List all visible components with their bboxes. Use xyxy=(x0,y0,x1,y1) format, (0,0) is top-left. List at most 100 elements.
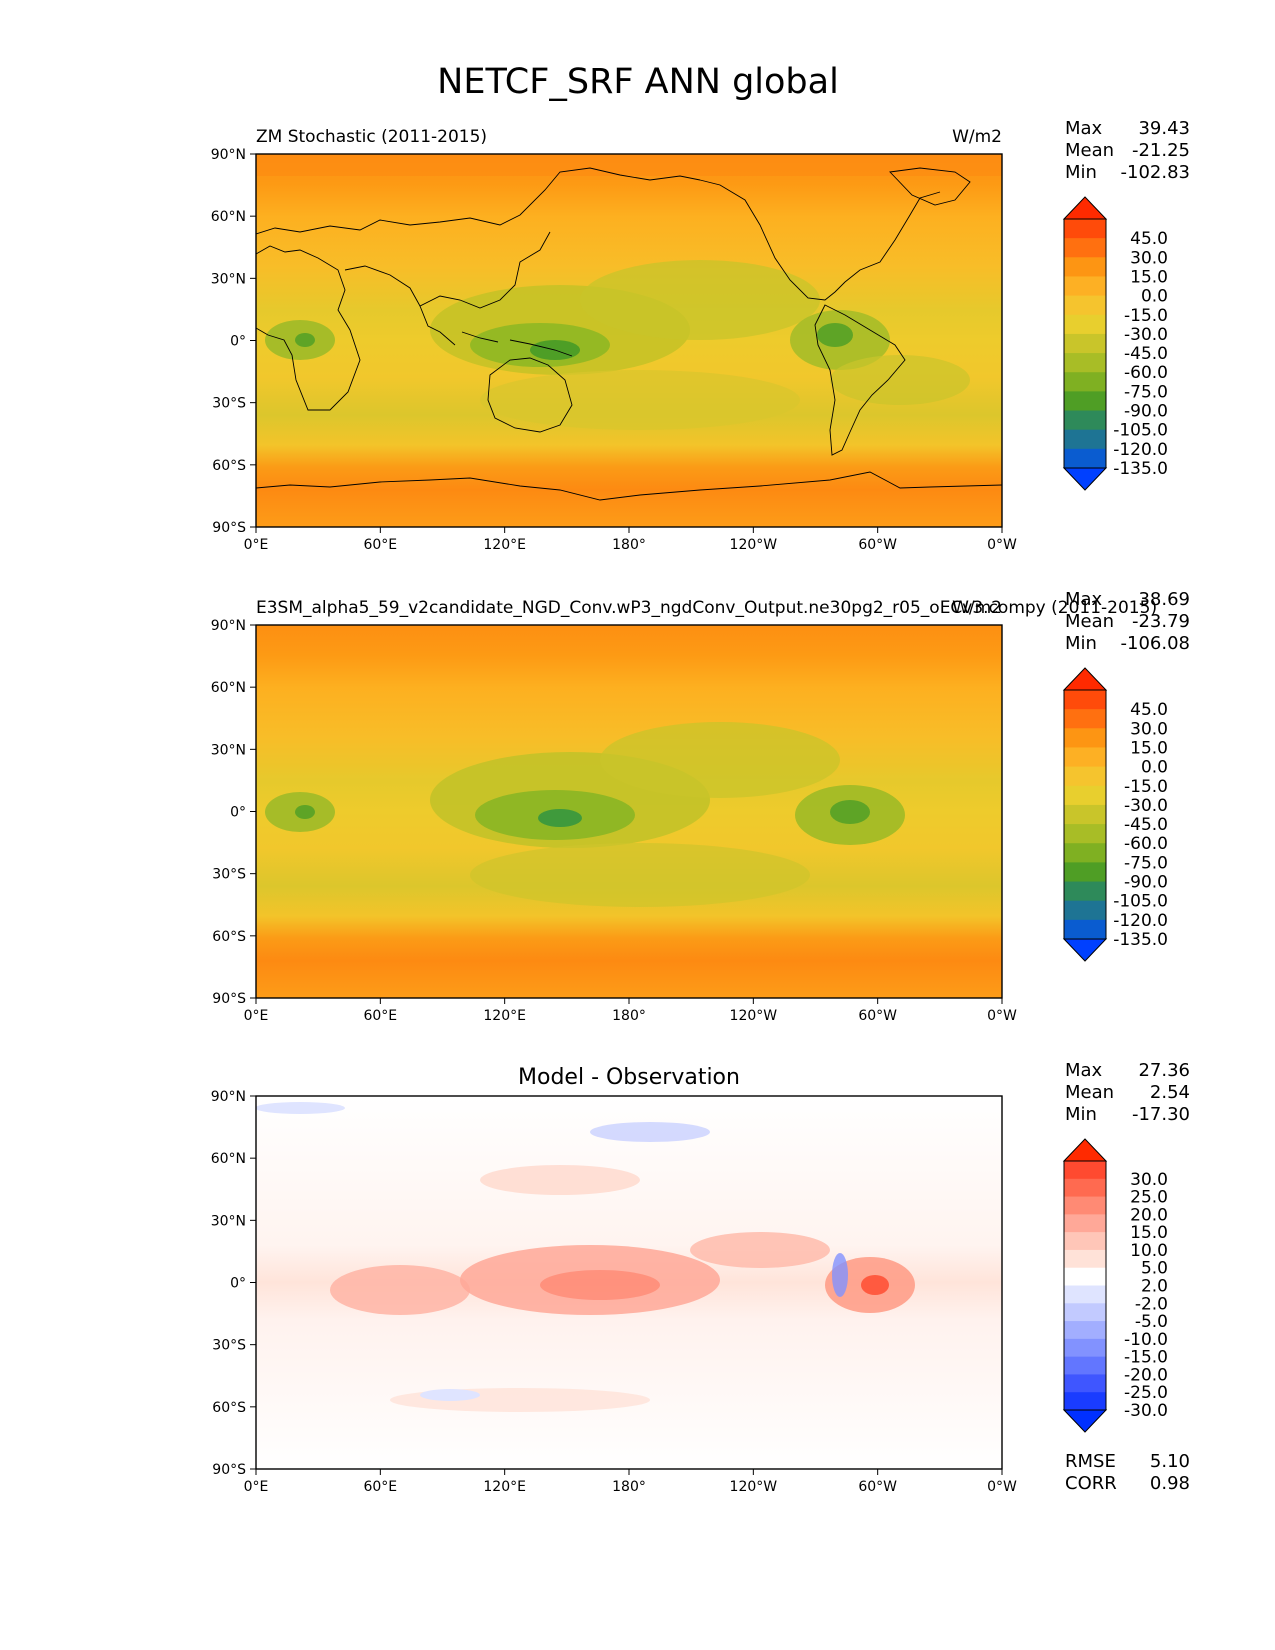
lat-tick-label: 60°N xyxy=(211,680,246,696)
colorbar-segment xyxy=(1064,257,1106,277)
stat-value: 2.54 xyxy=(1150,1082,1190,1103)
map-field xyxy=(256,1096,1002,1469)
stat-label: Min xyxy=(1065,633,1097,654)
stat-value: -106.08 xyxy=(1121,633,1190,654)
colorbar-segment xyxy=(1064,1161,1106,1180)
colorbar-segment xyxy=(1064,1392,1106,1411)
colorbar-segment xyxy=(1064,1214,1106,1233)
colorbar-segment xyxy=(1064,1232,1106,1251)
colorbar-extend-top xyxy=(1062,667,1108,691)
colorbar-level-label: 0.0 xyxy=(1141,758,1168,778)
lon-tick-label: 0°E xyxy=(244,1479,269,1495)
panel-title-right: W/m2 xyxy=(952,598,1002,618)
stat-value: 39.43 xyxy=(1138,118,1190,139)
colorbar-level-label: -45.0 xyxy=(1124,815,1168,835)
lon-tick-label: 0°W xyxy=(987,1479,1017,1495)
colorbar-segment xyxy=(1064,1249,1106,1269)
colorbar-level-label: -60.0 xyxy=(1124,834,1168,854)
colorbar-level-label: -75.0 xyxy=(1124,382,1168,402)
lat-tick-label: 30°S xyxy=(212,1338,246,1354)
lon-tick-label: 60°W xyxy=(858,537,897,553)
colorbar-segment xyxy=(1064,333,1106,354)
lat-tick-label: 60°S xyxy=(212,458,246,474)
stat-label: Mean xyxy=(1065,611,1114,632)
panel-difference xyxy=(256,1096,1002,1469)
colorbar-segment xyxy=(1064,881,1106,902)
lon-tick-label: 60°E xyxy=(363,537,397,553)
lon-tick-label: 60°W xyxy=(858,1479,897,1495)
lon-tick-label: 180° xyxy=(612,537,646,553)
lat-tick-label: 60°S xyxy=(212,1400,246,1416)
colorbar-level-label: -20.0 xyxy=(1124,1365,1168,1385)
metric-value: 5.10 xyxy=(1150,1451,1190,1472)
colorbar-segment xyxy=(1064,919,1106,940)
colorbar-segment xyxy=(1064,276,1106,297)
colorbar-level-label: 2.0 xyxy=(1141,1277,1168,1297)
colorbar-level-label: -15.0 xyxy=(1124,777,1168,797)
colorbar-segment xyxy=(1064,1356,1106,1375)
lon-tick-label: 180° xyxy=(612,1008,646,1024)
colorbar-segment xyxy=(1064,843,1106,863)
lat-tick-label: 30°N xyxy=(211,271,246,287)
stat-value: -17.30 xyxy=(1132,1104,1190,1125)
colorbar-level-label: -45.0 xyxy=(1124,344,1168,364)
colorbar-level-label: -30.0 xyxy=(1124,796,1168,816)
stat-value: -21.25 xyxy=(1132,140,1190,161)
panel-axes-0: 90°N 60°N 30°N 0° 30°S 60°S 90°S0°E 60°E 120°E 18… xyxy=(211,118,1190,553)
colorbar-level-label: 5.0 xyxy=(1141,1259,1168,1279)
lat-tick-label: 90°S xyxy=(212,520,246,536)
colorbar-frame xyxy=(1063,1160,1107,1411)
colorbar-segment xyxy=(1064,766,1106,787)
colorbar-level-label: 20.0 xyxy=(1130,1205,1168,1225)
stat-label: Max xyxy=(1065,118,1103,139)
panel-title-right: W/m2 xyxy=(952,127,1002,147)
colorbar-segment xyxy=(1064,429,1106,450)
map-field xyxy=(256,154,1002,527)
lon-tick-label: 0°W xyxy=(987,1008,1017,1024)
lon-tick-label: 0°E xyxy=(244,537,269,553)
colorbar-level-label: -135.0 xyxy=(1113,459,1168,479)
colorbar-level-label: -105.0 xyxy=(1113,421,1168,441)
colorbar-level-label: 45.0 xyxy=(1130,229,1168,249)
colorbar-level-label: -25.0 xyxy=(1124,1383,1168,1403)
colorbar-segment xyxy=(1064,804,1106,825)
colorbar-segment xyxy=(1064,391,1106,412)
colorbar-segment xyxy=(1064,900,1106,921)
colorbar-segment xyxy=(1064,747,1106,768)
colorbar-level-label: 30.0 xyxy=(1130,248,1168,268)
colorbar-frame xyxy=(1063,689,1107,940)
stat-value: 27.36 xyxy=(1138,1060,1190,1081)
colorbar-segment xyxy=(1064,314,1106,335)
lat-tick-label: 90°S xyxy=(212,991,246,1007)
lon-tick-label: 0°E xyxy=(244,1008,269,1024)
colorbar-segment xyxy=(1064,1178,1106,1198)
lon-tick-label: 120°W xyxy=(730,1479,778,1495)
colorbar-segment xyxy=(1064,448,1106,469)
colorbar-segment xyxy=(1064,1196,1106,1215)
stat-value: -23.79 xyxy=(1132,611,1190,632)
colorbar-segment xyxy=(1064,1321,1106,1340)
colorbar: 45.030.015.00.0-15.0-30.0-45.0-60.0-75.0… xyxy=(1062,196,1168,491)
colorbar-level-label: -75.0 xyxy=(1124,853,1168,873)
colorbar-level-label: 30.0 xyxy=(1130,1170,1168,1190)
lat-tick-label: 30°S xyxy=(212,396,246,412)
colorbar-segment xyxy=(1064,862,1106,883)
metric-label: RMSE xyxy=(1065,1451,1116,1472)
lat-tick-label: 0° xyxy=(230,805,246,821)
lon-tick-label: 120°W xyxy=(730,1008,778,1024)
colorbar-segment xyxy=(1064,372,1106,392)
lon-tick-label: 120°E xyxy=(483,1008,526,1024)
lon-tick-label: 120°E xyxy=(483,537,526,553)
colorbar-level-label: -90.0 xyxy=(1124,873,1168,893)
colorbar-level-label: -120.0 xyxy=(1113,911,1168,931)
stat-label: Min xyxy=(1065,162,1097,183)
colorbar-segment xyxy=(1064,238,1106,258)
stat-label: Mean xyxy=(1065,1082,1114,1103)
lon-tick-label: 180° xyxy=(612,1479,646,1495)
lat-tick-label: 0° xyxy=(230,334,246,350)
colorbar-segment xyxy=(1064,709,1106,729)
colorbar-segment xyxy=(1064,1374,1106,1393)
colorbar-level-label: -30.0 xyxy=(1124,325,1168,345)
colorbar-segment xyxy=(1064,728,1106,748)
